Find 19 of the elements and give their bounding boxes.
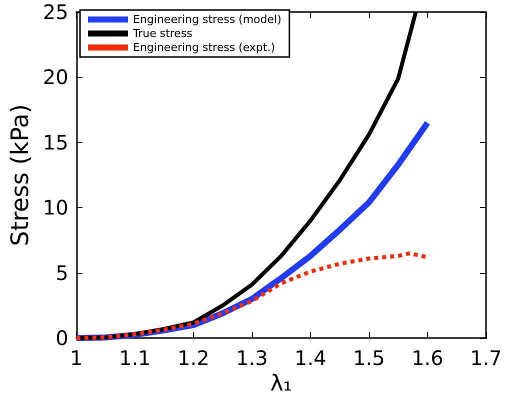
x-tick-label: 1.5 [353,346,385,370]
legend-label: True stress [132,27,193,40]
y-tick-label: 5 [56,260,68,285]
x-tick-label: 1.7 [470,346,502,370]
legend-label: Engineering stress (model) [133,13,282,26]
x-tick-label: 1 [70,346,83,370]
y-tick-label: 15 [42,130,68,154]
x-tick-label: 1.6 [412,346,444,370]
x-tick-label: 1.4 [294,346,326,370]
x-axis-title: λ₁ [270,372,292,396]
x-tick-label: 1.1 [118,346,151,370]
y-axis-title: Stress (kPa) [6,104,34,246]
y-tick-label: 10 [42,196,68,220]
x-tick-label: 1.2 [177,346,210,370]
y-tick-label: 0 [56,326,68,350]
legend-label: Engineering stress (expt.) [133,41,276,54]
y-tick-label: 20 [42,65,68,90]
x-tick-label: 1.3 [236,346,268,370]
y-tick-label: 25 [42,0,68,24]
